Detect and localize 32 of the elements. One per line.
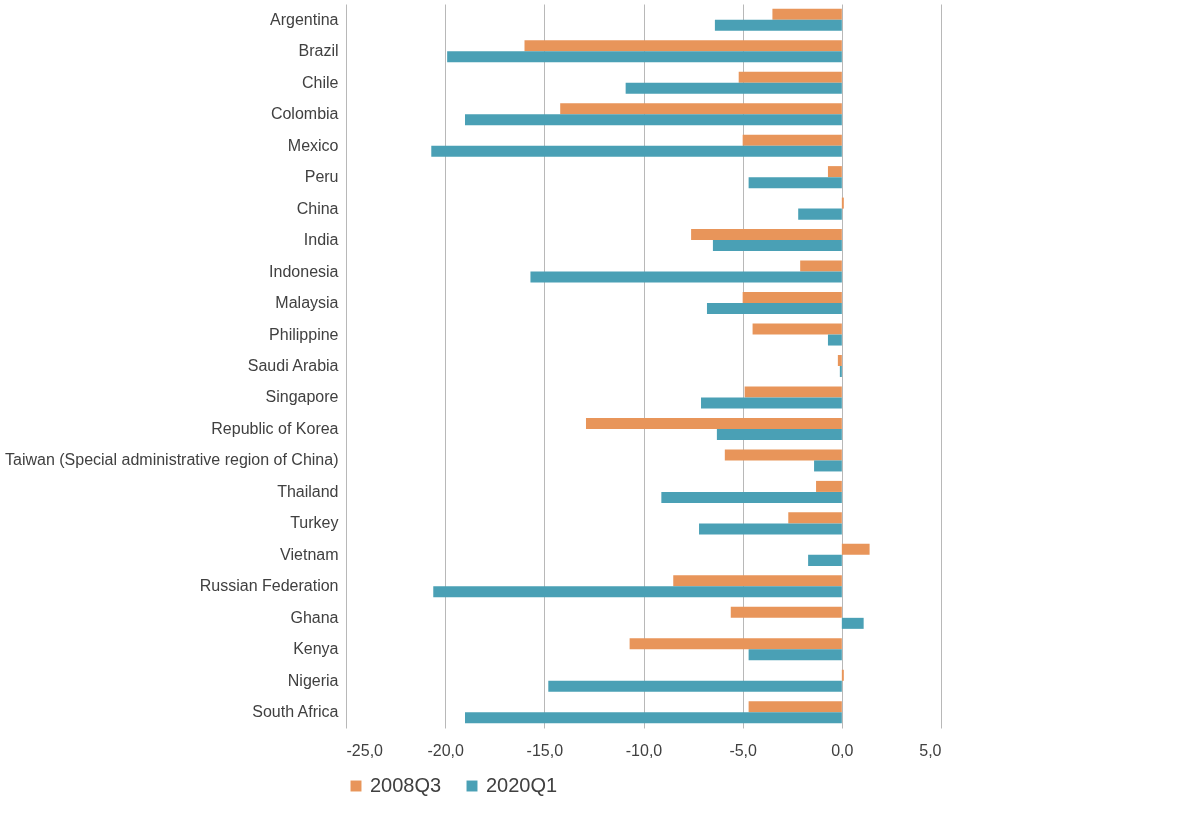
y-tick-label: Mexico <box>287 136 339 154</box>
y-tick-label: Chile <box>302 73 339 91</box>
x-tick-label: -5,0 <box>729 741 758 759</box>
y-tick-label: Kenya <box>293 640 339 658</box>
x-tick-label: 0,0 <box>831 741 854 759</box>
y-tick-label: Argentina <box>270 10 339 28</box>
x-tick-label: -25,0 <box>346 741 384 759</box>
y-tick-label: Malaysia <box>275 294 339 312</box>
legend-label: 2020Q1 <box>486 774 558 796</box>
y-tick-label: China <box>296 199 339 217</box>
legend-label: 2008Q3 <box>370 774 442 796</box>
x-tick-label: -20,0 <box>427 741 464 759</box>
y-tick-label: South Africa <box>252 703 339 721</box>
y-tick-label: Saudi Arabia <box>247 357 339 374</box>
y-tick-label: Vietnam <box>280 545 339 563</box>
y-tick-label: Philippine <box>269 325 339 343</box>
y-tick-label: Brazil <box>298 42 339 60</box>
y-tick-label: India <box>303 231 339 249</box>
y-tick-label: Peru <box>304 168 339 186</box>
y-tick-label: Ghana <box>290 608 339 626</box>
y-tick-label: Thailand <box>277 482 339 500</box>
y-tick-label: Republic of Korea <box>211 419 339 437</box>
y-tick-label: Russian Federation <box>199 577 339 595</box>
y-tick-label: Taiwan (Special administrative region of China) <box>5 451 339 469</box>
y-tick-label: Nigeria <box>287 671 339 689</box>
x-tick-label: -15,0 <box>526 741 564 759</box>
x-tick-label: 5,0 <box>919 741 942 759</box>
y-tick-label: Indonesia <box>269 262 339 280</box>
y-tick-label: Colombia <box>270 105 339 123</box>
y-tick-label: Singapore <box>265 388 339 406</box>
x-tick-label: -10,0 <box>625 741 663 759</box>
y-tick-label: Turkey <box>290 514 339 532</box>
